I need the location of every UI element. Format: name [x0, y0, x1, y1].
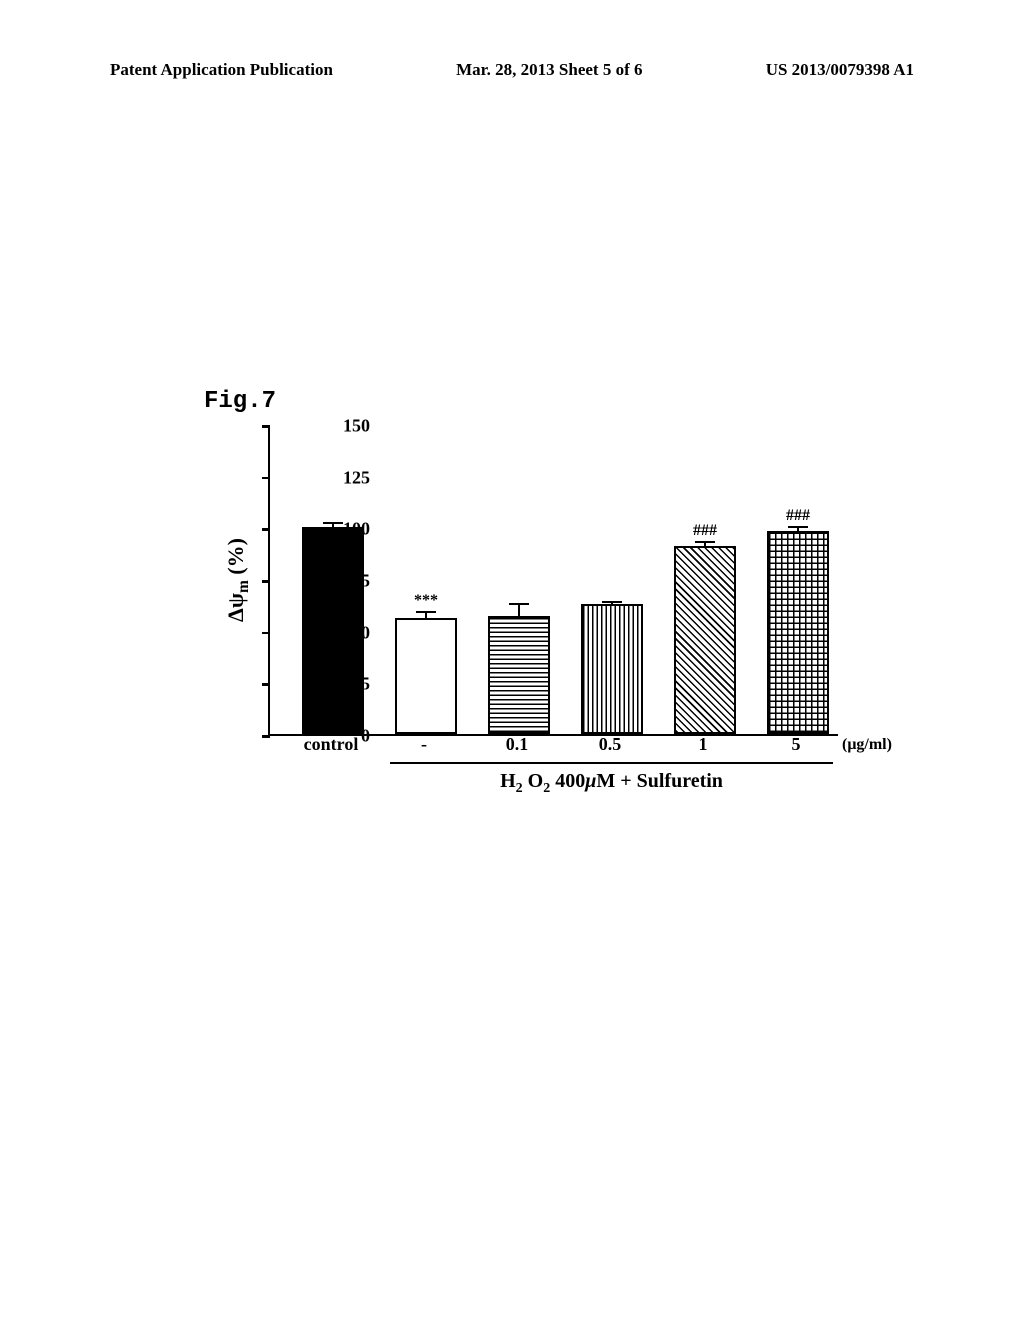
error-bar [518, 604, 520, 618]
y-tick-label: 50 [352, 622, 370, 643]
x-axis-unit: (μg/ml) [842, 736, 892, 754]
y-tick [262, 477, 270, 480]
y-tick [262, 683, 270, 686]
significance-marker: ### [786, 507, 810, 525]
bar [395, 618, 457, 734]
y-tick [262, 528, 270, 531]
y-tick-label: 25 [352, 674, 370, 695]
y-tick [262, 580, 270, 583]
x-tick-label: 0.1 [506, 734, 529, 755]
bar [674, 546, 736, 734]
error-bar [425, 612, 427, 620]
y-tick-label: 0 [361, 726, 370, 747]
treatment-underline [390, 762, 833, 764]
bar-chart: Δψm (%) ***###### (μg/ml) H2 O2 400μM + … [200, 418, 880, 808]
figure-label: Fig.7 [204, 388, 276, 415]
header-left: Patent Application Publication [110, 60, 333, 80]
y-tick-label: 125 [343, 467, 370, 488]
error-cap [509, 603, 529, 605]
bar [767, 531, 829, 734]
x-tick-label: 0.5 [599, 734, 622, 755]
error-cap [323, 522, 343, 524]
error-cap [416, 611, 436, 613]
x-tick-label: - [421, 734, 427, 755]
significance-marker: *** [414, 592, 438, 610]
page-header: Patent Application Publication Mar. 28, … [0, 60, 1024, 80]
y-tick [262, 425, 270, 428]
bar [488, 616, 550, 734]
bar [581, 604, 643, 734]
x-tick-label: 5 [792, 734, 801, 755]
y-axis-title: Δψm (%) [223, 538, 253, 622]
error-cap [788, 526, 808, 528]
y-tick-label: 75 [352, 571, 370, 592]
y-tick [262, 632, 270, 635]
x-tick-label: 1 [699, 734, 708, 755]
y-tick-label: 150 [343, 416, 370, 437]
header-center: Mar. 28, 2013 Sheet 5 of 6 [456, 60, 642, 80]
y-tick [262, 735, 270, 738]
error-cap [602, 601, 622, 603]
error-cap [695, 541, 715, 543]
significance-marker: ### [693, 522, 717, 540]
treatment-label: H2 O2 400μM + Sulfuretin [500, 770, 723, 797]
y-tick-label: 100 [343, 519, 370, 540]
header-right: US 2013/0079398 A1 [766, 60, 914, 80]
x-tick-label: control [304, 734, 359, 755]
